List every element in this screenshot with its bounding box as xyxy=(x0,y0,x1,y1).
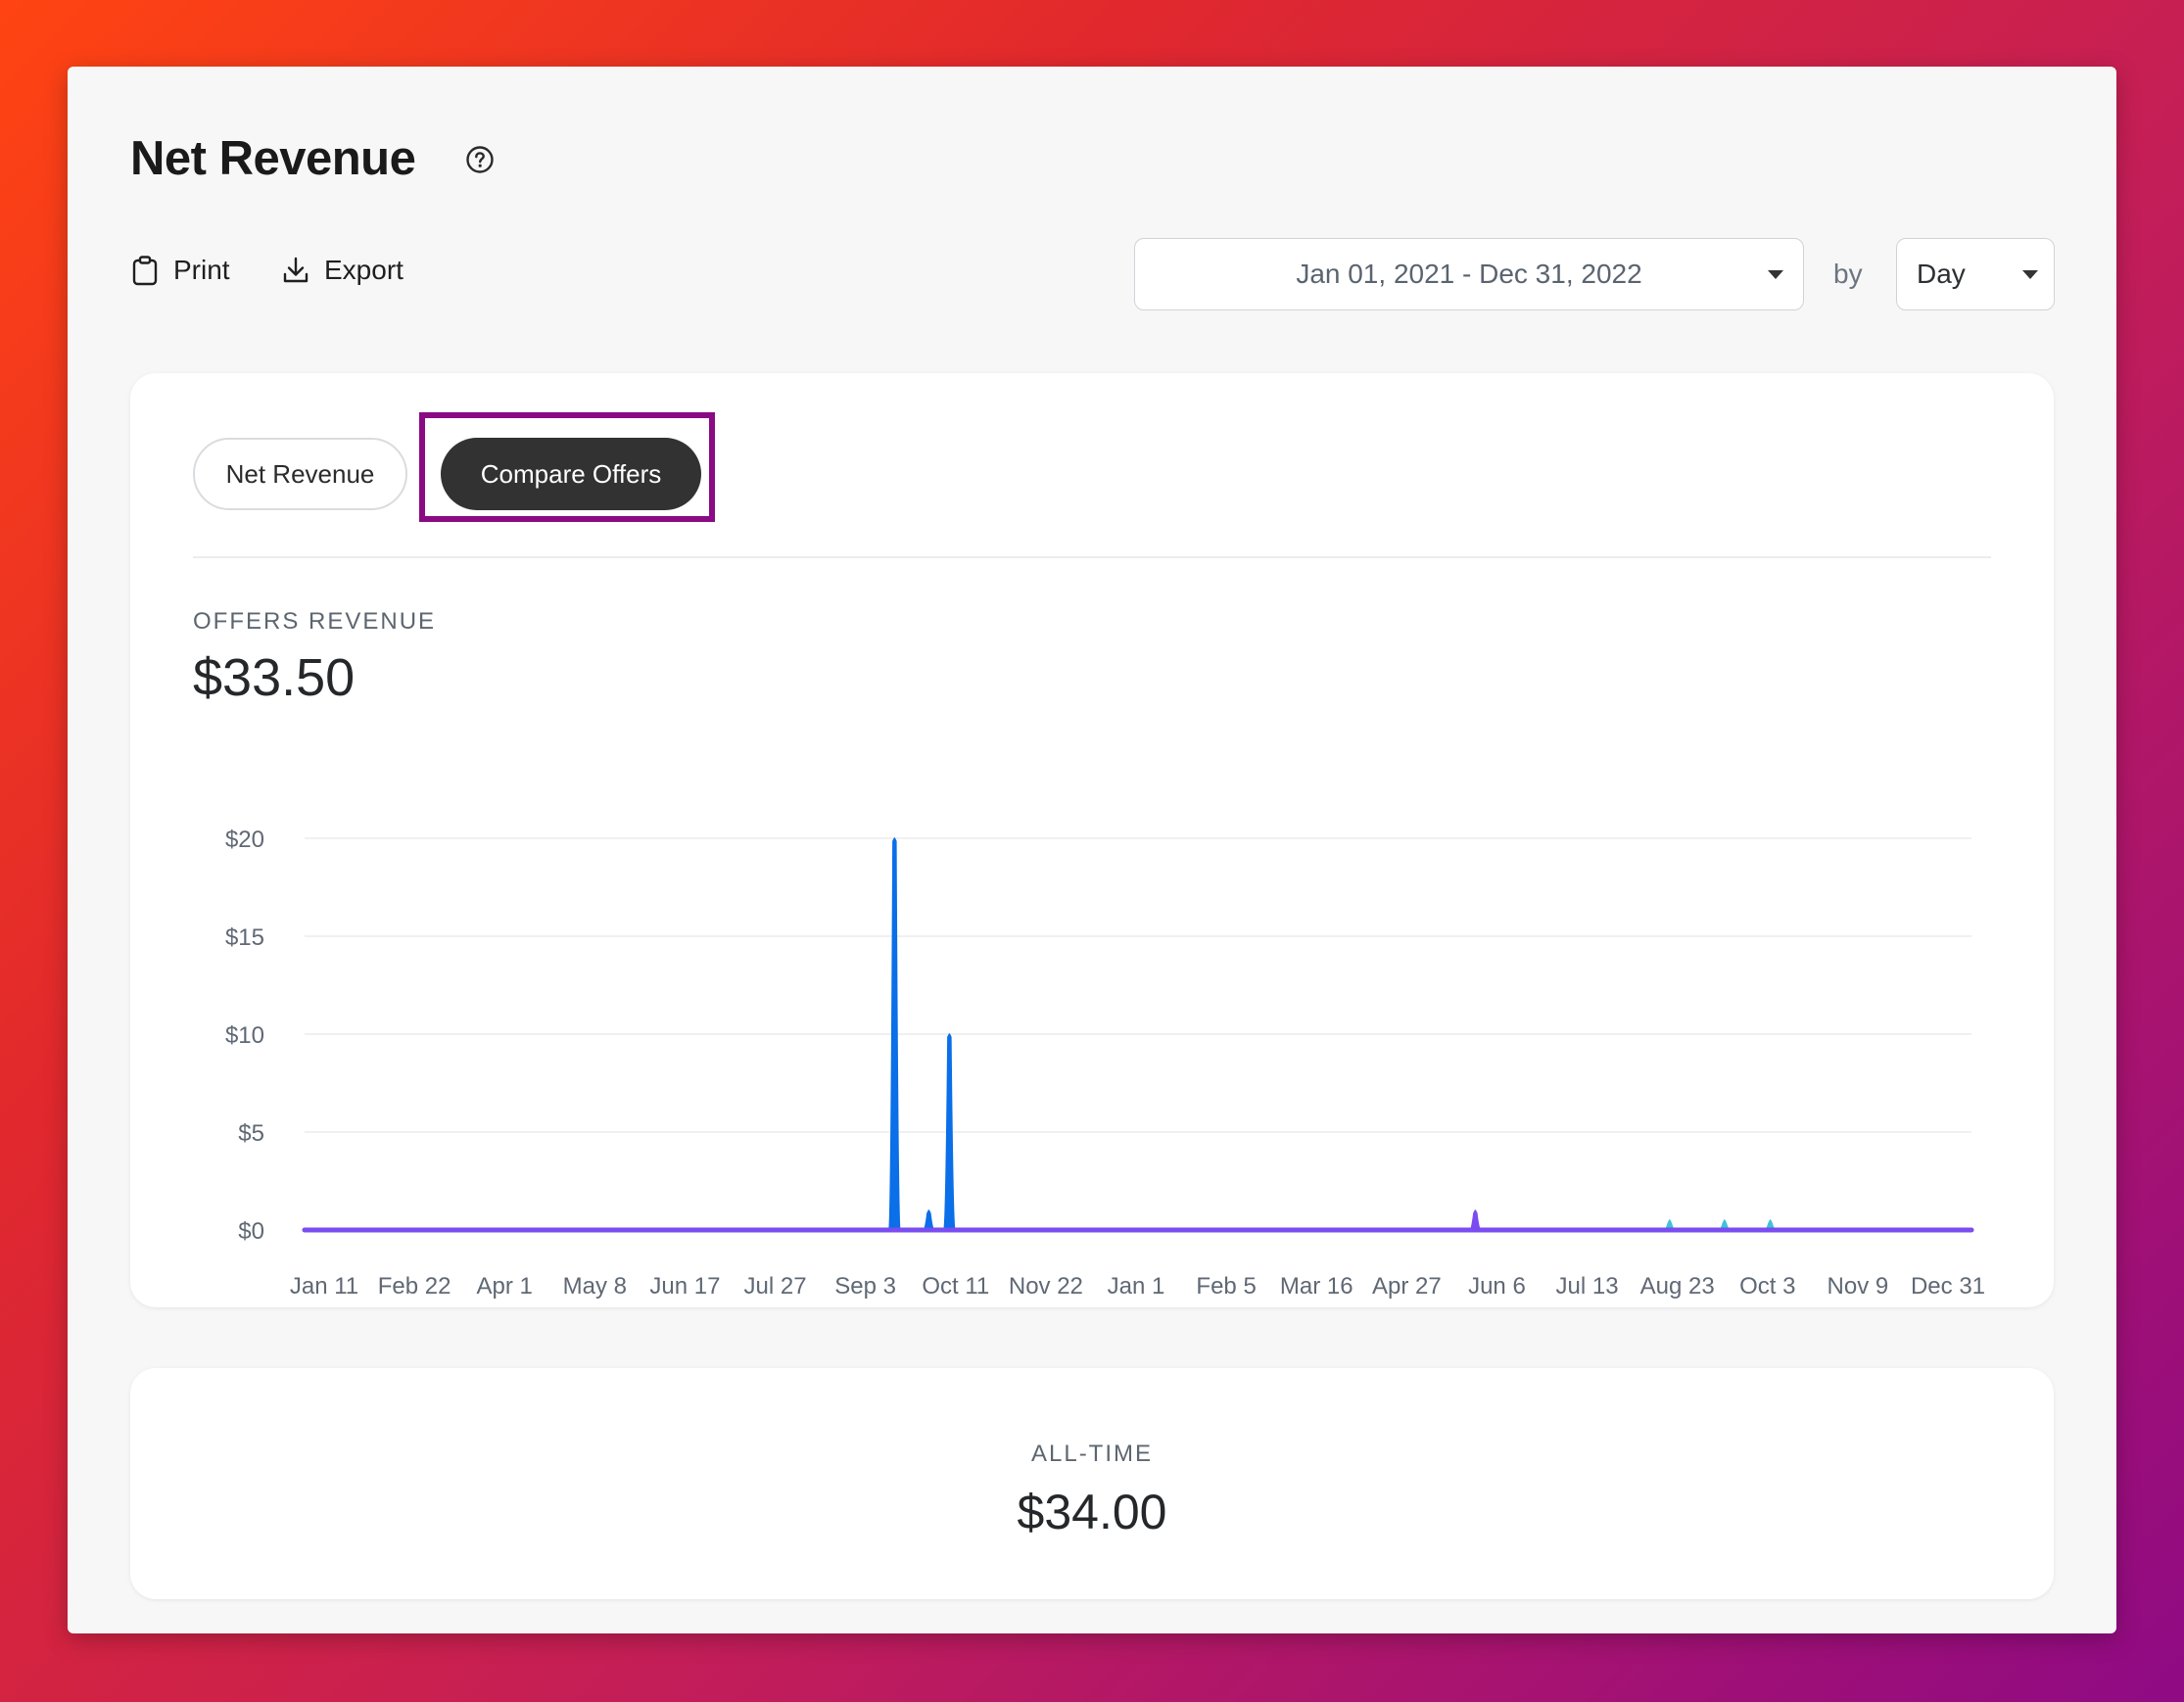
x-tick-label: Nov 22 xyxy=(1009,1273,1083,1300)
chart-card: Net Revenue Compare Offers OFFERS REVENU… xyxy=(130,373,2054,1307)
y-tick-label: $0 xyxy=(238,1218,264,1245)
x-tick-label: Jun 17 xyxy=(649,1273,720,1300)
alltime-value: $34.00 xyxy=(1017,1485,1167,1539)
y-tick-label: $20 xyxy=(225,827,264,853)
tab-net-revenue[interactable]: Net Revenue xyxy=(193,438,407,510)
print-button[interactable]: Print xyxy=(130,255,230,286)
metric-label: OFFERS REVENUE xyxy=(193,608,437,635)
chevron-down-icon xyxy=(2022,270,2038,279)
y-tick-label: $15 xyxy=(225,924,264,951)
tab-compare-offers[interactable]: Compare Offers xyxy=(441,438,701,510)
date-range-value: Jan 01, 2021 - Dec 31, 2022 xyxy=(1296,259,1642,289)
x-tick-label: Sep 3 xyxy=(834,1273,896,1300)
alltime-card: ALL-TIME $34.00 xyxy=(130,1368,2054,1599)
date-range-select[interactable]: Jan 01, 2021 - Dec 31, 2022 xyxy=(1134,238,1804,310)
series-0-spike xyxy=(943,1033,956,1231)
x-tick-label: Jan 1 xyxy=(1108,1273,1165,1300)
x-tick-label: Feb 22 xyxy=(378,1273,451,1300)
export-label: Export xyxy=(324,255,404,285)
alltime-label: ALL-TIME xyxy=(1030,1441,1154,1467)
x-tick-label: Apr 27 xyxy=(1372,1273,1442,1300)
by-label: by xyxy=(1833,259,1863,289)
x-tick-label: Jul 27 xyxy=(744,1273,807,1300)
x-tick-label: Aug 23 xyxy=(1640,1273,1715,1300)
download-icon xyxy=(283,257,309,283)
x-tick-label: Oct 11 xyxy=(922,1273,989,1300)
chevron-down-icon xyxy=(1768,270,1783,279)
series-0-spike xyxy=(923,1209,935,1231)
series-0-spike xyxy=(888,837,901,1231)
series-1-spike xyxy=(1469,1209,1482,1231)
question-circle-icon[interactable] xyxy=(465,145,495,174)
period-select[interactable]: Day xyxy=(1896,238,2055,310)
x-tick-label: Jun 6 xyxy=(1468,1273,1526,1300)
x-tick-label: Feb 5 xyxy=(1196,1273,1256,1300)
x-tick-label: Jan 11 xyxy=(290,1273,358,1300)
metric-value: $33.50 xyxy=(193,648,356,707)
x-tick-label: Oct 3 xyxy=(1739,1273,1795,1300)
x-tick-label: Mar 16 xyxy=(1280,1273,1353,1300)
x-tick-label: May 8 xyxy=(563,1273,627,1300)
divider xyxy=(193,556,1991,558)
print-label: Print xyxy=(173,255,230,285)
report-window: Net Revenue Print Export Jan 01, 2021 - … xyxy=(68,67,2116,1633)
x-tick-label: Nov 9 xyxy=(1828,1273,1889,1300)
y-tick-label: $10 xyxy=(225,1022,264,1049)
clipboard-icon xyxy=(132,256,158,286)
x-tick-label: Dec 31 xyxy=(1911,1273,1985,1300)
page-title: Net Revenue xyxy=(130,132,416,185)
x-tick-label: Jul 13 xyxy=(1556,1273,1619,1300)
y-tick-label: $5 xyxy=(238,1120,264,1147)
x-tick-label: Apr 1 xyxy=(477,1273,533,1300)
period-value: Day xyxy=(1917,259,1966,289)
revenue-chart: $0 $5 $10 $15 $20 Jan 11 Feb 22 Apr 1 May 8 Jun 1… xyxy=(225,827,1985,1300)
export-button[interactable]: Export xyxy=(281,255,404,286)
